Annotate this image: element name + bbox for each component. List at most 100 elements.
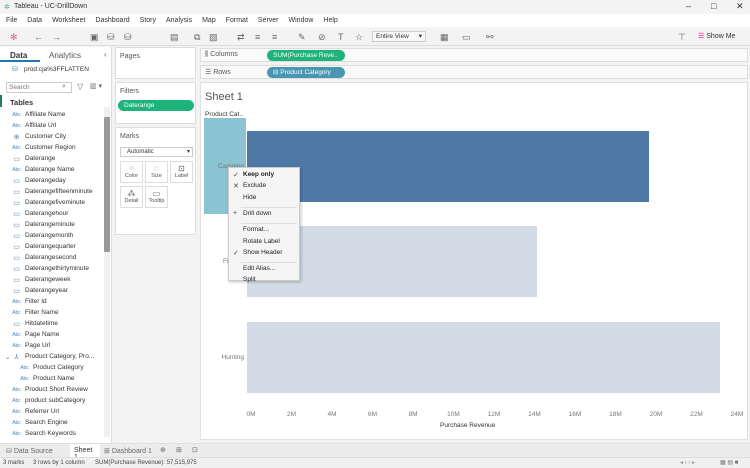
collapse-icon[interactable]: ‹: [104, 50, 107, 59]
expand-icon[interactable]: ⌄: [5, 353, 11, 361]
menu-help[interactable]: Help: [323, 17, 338, 24]
row-label[interactable]: Hunting: [221, 353, 244, 361]
color-button[interactable]: ⁘ Color: [120, 161, 143, 183]
share-icon[interactable]: ⚯: [486, 32, 494, 42]
bar-hunting[interactable]: [247, 322, 721, 393]
menu-item-drill-down[interactable]: Drill down: [243, 209, 272, 217]
menu-item-keep-only[interactable]: Keep only: [243, 171, 275, 178]
menu-item-hide[interactable]: Hide: [243, 193, 257, 201]
scrollbar-track[interactable]: [104, 107, 110, 437]
columns-shelf[interactable]: ⫼ Columns SUM(Purchase Reve..: [200, 48, 748, 62]
field-item[interactable]: Abc Product Short Review: [12, 384, 88, 395]
field-item[interactable]: Abc Product Category: [20, 362, 83, 373]
menu-item-rotate-label[interactable]: Rotate Label: [243, 237, 280, 245]
field-item[interactable]: Abc product subCategory: [12, 395, 85, 406]
sort-asc-icon[interactable]: ≡: [255, 32, 261, 42]
rows-shelf[interactable]: ☰ Rows ⊟ Product Category: [200, 65, 748, 79]
field-item[interactable]: Abc Filter Name: [12, 307, 58, 318]
field-item[interactable]: Abc Search Engine: [12, 417, 67, 428]
sign-icon[interactable]: ⊤: [678, 32, 686, 42]
row-label[interactable]: Camping: [217, 162, 244, 170]
field-item[interactable]: ▭ Daterangethirtyminute: [12, 263, 89, 274]
scrollbar-thumb[interactable]: [104, 117, 110, 252]
field-item[interactable]: ▭ Hitdatetime: [12, 318, 58, 329]
field-item[interactable]: ▭ Daterangemonth: [12, 230, 73, 241]
bar-camping[interactable]: [247, 131, 649, 202]
tooltip-button[interactable]: ▭ Tooltip: [145, 186, 168, 208]
field-item[interactable]: ⌄ ⅄ Product Category, Pro...: [5, 351, 94, 362]
menu-dashboard[interactable]: Dashboard: [95, 17, 130, 24]
field-item[interactable]: ▭ Daterange: [12, 153, 55, 164]
menu-item-format[interactable]: Format...: [243, 226, 270, 234]
search-input[interactable]: [6, 82, 72, 93]
field-item[interactable]: ▭ Daterangeday: [12, 175, 66, 186]
pages-card[interactable]: Pages: [115, 47, 196, 79]
field-item[interactable]: ▭ Daterangehour: [12, 208, 68, 219]
menu-story[interactable]: Story: [139, 17, 157, 24]
detail-button[interactable]: ⁂ Detail: [120, 186, 143, 208]
menu-worksheet[interactable]: Worksheet: [52, 17, 86, 24]
menu-server[interactable]: Server: [257, 17, 279, 24]
field-item[interactable]: ▭ Daterangeminute: [12, 219, 75, 230]
sheet-title[interactable]: Sheet 1: [205, 91, 243, 103]
view-mode-icons[interactable]: ▦ ▤ ■: [720, 460, 739, 466]
new-story-icon[interactable]: ⊡: [192, 447, 198, 454]
label-button[interactable]: ⊡ Label: [170, 161, 193, 183]
pin-icon[interactable]: ☆: [355, 32, 364, 42]
sort-desc-icon[interactable]: ≡: [272, 32, 278, 42]
field-item[interactable]: Abc Page Name: [12, 329, 59, 340]
field-item[interactable]: Abc Search Keywords: [12, 428, 76, 439]
tab-sheet1[interactable]: Sheet 1: [70, 444, 100, 461]
save-icon[interactable]: ▣: [90, 32, 99, 42]
duplicate-icon[interactable]: ⧉: [194, 32, 201, 42]
tab-dashboard1[interactable]: ⊞ Dashboard 1: [104, 448, 152, 455]
forward-icon[interactable]: →: [52, 32, 61, 42]
close-icon[interactable]: ✕: [736, 1, 744, 11]
menu-map[interactable]: Map: [202, 17, 216, 24]
page-nav-icons[interactable]: ◂ ‹ › ▸: [680, 460, 696, 466]
new-worksheet-icon[interactable]: ⊕: [160, 447, 166, 454]
fit-dropdown[interactable]: Entire View ▾: [372, 31, 426, 42]
mark-type-dropdown[interactable]: Automatic ▾: [120, 147, 193, 157]
tableau-logo-icon[interactable]: ✻: [10, 32, 18, 42]
menu-format[interactable]: Format: [225, 17, 248, 24]
datasource-name[interactable]: prod:cja%3FFLATTEN: [24, 66, 89, 73]
tab-data-source[interactable]: ⛁ Data Source: [6, 448, 53, 455]
field-item[interactable]: Abc Affiliate Url: [12, 120, 56, 131]
filters-card[interactable]: Filters Daterange: [115, 82, 196, 124]
field-item[interactable]: ▭ Daterangeweek: [12, 274, 70, 285]
field-item[interactable]: Abc Customer Region: [12, 142, 75, 153]
columns-pill[interactable]: SUM(Purchase Reve..: [267, 50, 345, 61]
presentation-icon[interactable]: ▭: [462, 32, 471, 42]
tab-analytics[interactable]: Analytics: [49, 51, 82, 60]
field-item[interactable]: Abc Product Name: [20, 373, 74, 384]
field-item[interactable]: Abc Page Url: [12, 340, 50, 351]
field-item[interactable]: Abc Referrer Url: [12, 406, 59, 417]
field-item[interactable]: ▭ Daterangefiveminute: [12, 197, 85, 208]
group-icon[interactable]: ⊘: [318, 32, 326, 42]
filter-icon[interactable]: ▽: [77, 82, 84, 91]
field-item[interactable]: ▭ Daterangesecond: [12, 252, 76, 263]
menu-item-show-header[interactable]: Show Header: [243, 248, 283, 256]
field-item[interactable]: Abc Affiliate Name: [12, 109, 65, 120]
highlight-icon[interactable]: ✎: [298, 32, 306, 42]
clear-icon[interactable]: ▨: [209, 32, 218, 42]
filter-pill-daterange[interactable]: Daterange: [118, 100, 194, 111]
new-datasource-icon[interactable]: ⛁: [107, 32, 115, 42]
menu-file[interactable]: File: [6, 17, 18, 24]
size-button[interactable]: ◌ Size: [145, 161, 168, 183]
maximize-icon[interactable]: □: [711, 1, 717, 11]
field-item[interactable]: ▭ Daterangeyear: [12, 285, 68, 296]
label-icon[interactable]: T: [338, 32, 344, 42]
field-item[interactable]: ⊕ Customer City: [12, 131, 67, 142]
tab-data[interactable]: Data: [10, 51, 28, 60]
row-header-title[interactable]: Product Cat..: [205, 111, 243, 118]
minimize-icon[interactable]: –: [686, 1, 692, 11]
menu-item-edit-alias[interactable]: Edit Alias...: [243, 265, 276, 273]
menu-analysis[interactable]: Analysis: [166, 17, 193, 24]
field-item[interactable]: ▭ Daterangefifteenminute: [12, 186, 92, 197]
field-item[interactable]: Abc Daterange Name: [12, 164, 74, 175]
field-item[interactable]: ▭ Daterangequarter: [12, 241, 76, 252]
field-item[interactable]: Abc Filter Id: [12, 296, 46, 307]
cards-icon[interactable]: ▦: [440, 32, 449, 42]
